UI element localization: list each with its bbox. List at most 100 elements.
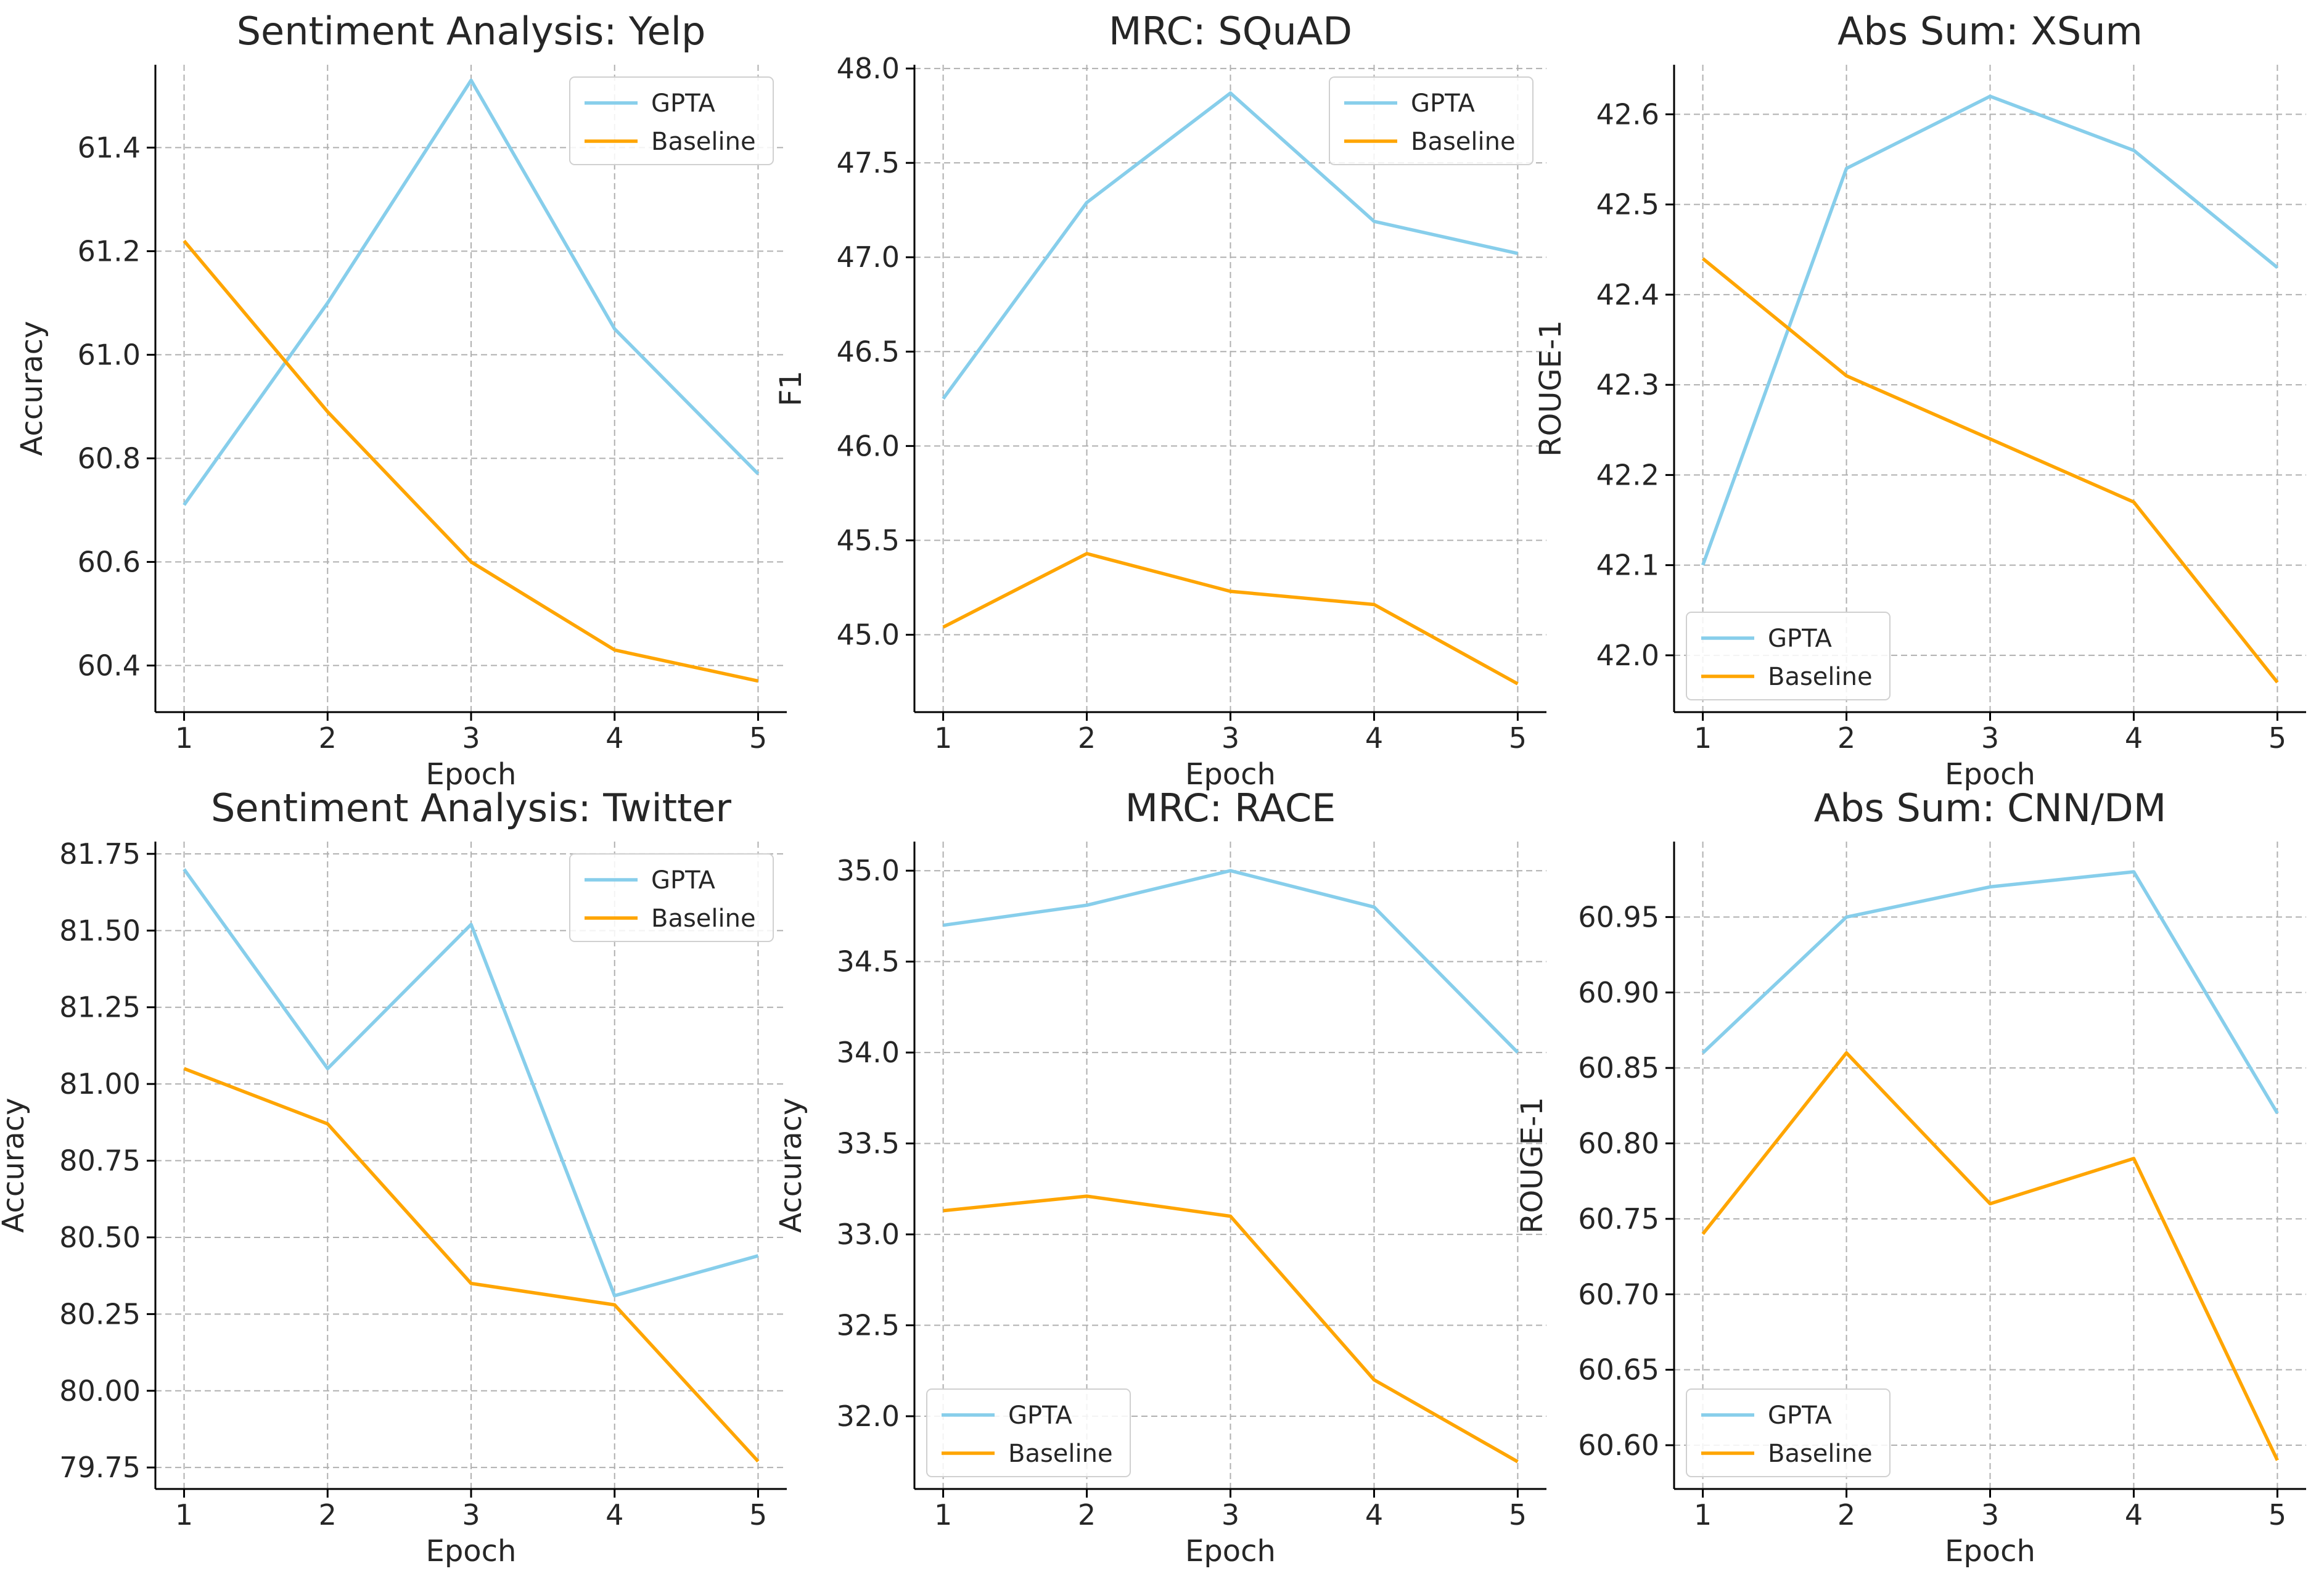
x-axis-label: Epoch [1945,1534,2035,1569]
legend-label: Baseline [651,128,756,156]
x-axis-label: Epoch [1185,757,1276,792]
series-line-baseline [943,1194,1519,1464]
y-tick-label: 34.0 [837,1036,900,1069]
legend-label: Baseline [651,904,756,933]
chart-panel: 1 2 3 4 5 42.0 42.1 42.2 42.3 42.4 42.5 42.6 Abs Sum… [1534,9,2306,792]
series-line-baseline [183,1067,760,1463]
y-tick-label: 60.6 [78,545,141,578]
series-line-gpta [942,91,1518,400]
chart-title: Sentiment Analysis: Yelp [237,9,706,54]
y-tick-label: 32.5 [837,1309,900,1342]
y-tick-label: 42.5 [1596,188,1659,221]
legend-label: GPTA [1768,1401,1832,1430]
y-tick-label: 60.80 [1578,1127,1659,1160]
x-tick-label: 1 [175,1498,193,1532]
y-tick-label: 60.8 [78,441,141,475]
y-tick-label: 80.25 [59,1297,141,1331]
x-tick-label: 5 [1509,721,1527,755]
y-tick-label: 34.5 [837,945,900,978]
chart-panel: 1 2 3 4 5 79.75 80.00 80.25 80.50 80.75 81.00 81.25… [0,785,787,1569]
chart-panel: 1 2 3 4 5 45.0 45.5 46.0 46.5 47.0 47.5 48.0 MRC: SQ… [774,9,1546,792]
x-tick-label: 5 [749,1498,767,1532]
y-tick-label: 81.25 [59,991,141,1024]
y-tick-label: 60.85 [1578,1051,1659,1085]
legend: GPTA Baseline [569,76,774,165]
x-tick-label: 5 [2269,721,2286,755]
y-tick-label: 61.0 [78,338,141,371]
x-tick-label: 1 [1694,1498,1712,1532]
y-tick-label: 80.75 [59,1144,141,1178]
legend-label: Baseline [1768,1440,1873,1468]
x-tick-label: 3 [1981,1498,1999,1532]
chart-title: MRC: RACE [1125,785,1336,830]
y-tick-label: 47.0 [837,240,900,274]
y-tick-label: 80.00 [59,1374,141,1408]
y-tick-label: 46.5 [837,335,900,368]
x-tick-label: 5 [749,721,767,755]
series-line-gpta [183,868,759,1298]
x-tick-label: 4 [606,1498,623,1532]
x-axis-label: Epoch [1945,757,2035,792]
x-tick-label: 3 [1222,1498,1239,1532]
y-tick-label: 81.75 [59,837,141,871]
x-tick-label: 5 [1509,1498,1527,1532]
y-tick-label: 60.95 [1578,900,1659,933]
y-tick-label: 42.4 [1596,278,1659,311]
x-axis-label: Epoch [426,757,517,792]
series-line-baseline [1701,257,2279,684]
y-tick-label: 60.70 [1578,1277,1659,1311]
series-line-baseline [1701,1051,2279,1461]
series-line-gpta [1701,870,2279,1115]
legend: GPTA Baseline [569,853,774,942]
y-axis-label: Accuracy [15,321,49,456]
series-line-gpta [183,78,760,506]
y-axis-label: Accuracy [774,1097,808,1232]
x-tick-label: 3 [462,721,480,755]
x-tick-label: 2 [1078,1498,1096,1532]
chart-title: MRC: SQuAD [1109,9,1352,54]
chart-title: Sentiment Analysis: Twitter [211,785,732,830]
x-tick-label: 2 [1837,721,1855,755]
chart-panel: 1 2 3 4 5 60.4 60.6 60.8 61.0 61.2 61.4 Sentiment A… [15,9,787,792]
legend-label: GPTA [1008,1401,1072,1430]
y-tick-label: 42.1 [1596,549,1659,582]
legend: GPTA Baseline [1686,612,1891,700]
y-tick-label: 60.90 [1578,976,1659,1009]
y-tick-label: 60.4 [78,649,141,682]
y-tick-label: 46.0 [837,429,900,462]
legend-label: Baseline [1768,663,1873,691]
chart-panel: 1 2 3 4 5 60.60 60.65 60.70 60.75 60.80 60.85 60.90… [1515,785,2306,1569]
legend-label: Baseline [1008,1440,1113,1468]
x-tick-label: 4 [1365,1498,1383,1532]
y-tick-label: 81.50 [59,914,141,947]
y-tick-label: 81.00 [59,1067,141,1101]
x-tick-label: 4 [1365,721,1383,755]
series-line-gpta [1701,94,2279,566]
y-tick-label: 32.0 [837,1400,900,1433]
x-tick-label: 1 [1694,721,1712,755]
y-tick-label: 35.0 [837,854,900,887]
legend-label: GPTA [651,89,715,118]
x-tick-label: 4 [2125,721,2143,755]
y-tick-label: 79.75 [59,1451,141,1484]
y-tick-label: 48.0 [837,52,900,85]
x-tick-label: 2 [1078,721,1096,755]
legend-label: GPTA [1411,89,1475,118]
y-tick-label: 42.0 [1596,639,1659,672]
chart-panel: 1 2 3 4 5 32.0 32.5 33.0 33.5 34.0 34.5 35.0 MRC: RA… [774,785,1546,1569]
legend: GPTA Baseline [1686,1388,1891,1477]
y-tick-label: 60.65 [1578,1353,1659,1387]
x-tick-label: 2 [319,1498,337,1532]
y-axis-label: Accuracy [0,1097,31,1232]
series-line-baseline [942,552,1519,686]
y-tick-label: 60.60 [1578,1429,1659,1462]
series-line-gpta [943,869,1519,1054]
series-line-baseline [183,239,759,683]
y-tick-label: 80.50 [59,1221,141,1254]
x-tick-label: 3 [462,1498,480,1532]
x-tick-label: 4 [606,721,623,755]
y-tick-label: 42.6 [1596,97,1659,131]
x-tick-label: 4 [2125,1498,2143,1532]
y-tick-label: 42.3 [1596,368,1659,401]
